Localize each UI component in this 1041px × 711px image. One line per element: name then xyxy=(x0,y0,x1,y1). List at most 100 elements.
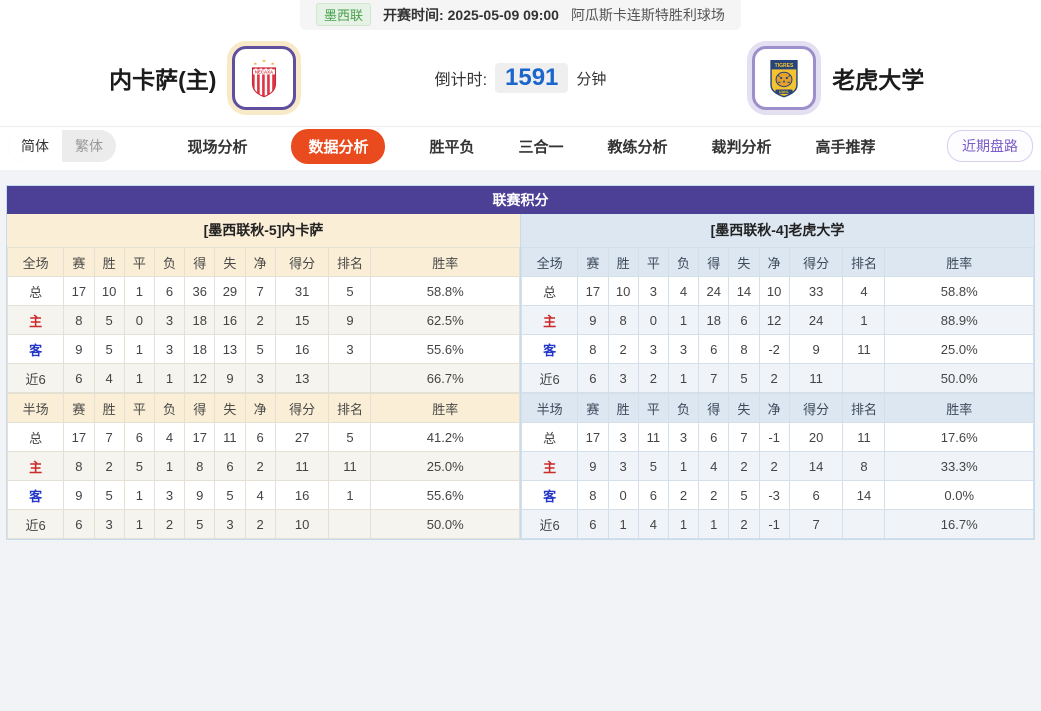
column-header-row: 全场赛胜平负得失净得分排名胜率 xyxy=(8,248,520,277)
stat-cell: 8 xyxy=(185,452,215,481)
countdown: 倒计时: 1591 分钟 xyxy=(406,63,636,93)
recent-odds-button[interactable]: 近期盘路 xyxy=(947,130,1033,162)
stat-cell: 7 xyxy=(789,510,843,539)
stat-cell: 0 xyxy=(124,306,154,335)
column-label: 负 xyxy=(154,394,184,423)
stat-cell: 18 xyxy=(185,306,215,335)
stat-cell: 11 xyxy=(843,335,885,364)
scope-label: 全场 xyxy=(522,248,578,277)
column-label: 排名 xyxy=(329,394,371,423)
stat-cell: 6 xyxy=(215,452,245,481)
stat-cell: 4 xyxy=(843,277,885,306)
tab-现场分析[interactable]: 现场分析 xyxy=(187,136,247,157)
tab-高手推荐[interactable]: 高手推荐 xyxy=(816,136,876,157)
stat-cell: 11 xyxy=(215,423,245,452)
stat-cell: 4 xyxy=(154,423,184,452)
column-label: 得分 xyxy=(789,248,843,277)
stat-cell: 16.7% xyxy=(885,510,1034,539)
tab-裁判分析[interactable]: 裁判分析 xyxy=(712,136,772,157)
stat-cell: 5 xyxy=(729,364,759,393)
stat-cell: 2 xyxy=(245,306,275,335)
row-label: 近6 xyxy=(522,510,578,539)
stat-cell: 10 xyxy=(608,277,638,306)
stat-cell: 18 xyxy=(185,335,215,364)
stat-cell: 6 xyxy=(578,364,608,393)
stat-cell: 1 xyxy=(668,452,698,481)
tab-三合一[interactable]: 三合一 xyxy=(518,136,563,157)
lang-traditional[interactable]: 繁体 xyxy=(62,130,116,162)
stat-cell: 1 xyxy=(329,481,371,510)
stat-cell: 6 xyxy=(789,481,843,510)
stat-cell: 3 xyxy=(668,335,698,364)
column-label: 排名 xyxy=(843,248,885,277)
stat-cell: 5 xyxy=(185,510,215,539)
stat-cell: 20 xyxy=(789,423,843,452)
kickoff-label: 开赛时间: xyxy=(383,7,444,23)
stat-cell: 1 xyxy=(154,364,184,393)
stat-cell: 2 xyxy=(245,510,275,539)
stat-cell: 2 xyxy=(668,481,698,510)
tab-胜平负[interactable]: 胜平负 xyxy=(429,136,474,157)
home-team-badge-icon: NECAXA xyxy=(232,46,296,110)
home-team-name: 内卡萨(主) xyxy=(109,61,216,95)
stat-cell: 6 xyxy=(245,423,275,452)
column-label: 负 xyxy=(668,394,698,423)
language-toggle[interactable]: 简体 繁体 xyxy=(8,130,116,162)
stat-cell: 9 xyxy=(329,306,371,335)
stat-cell: 58.8% xyxy=(885,277,1034,306)
stat-cell: 5 xyxy=(215,481,245,510)
column-label: 平 xyxy=(638,394,668,423)
stat-cell: 0.0% xyxy=(885,481,1034,510)
column-label: 平 xyxy=(638,248,668,277)
stat-cell: 3 xyxy=(215,510,245,539)
stat-cell: 1 xyxy=(699,510,729,539)
stat-cell: 16 xyxy=(275,335,329,364)
stat-cell: 6 xyxy=(124,423,154,452)
column-label: 净 xyxy=(245,248,275,277)
stat-cell: 3 xyxy=(668,423,698,452)
venue-name: 阿瓜斯卡连斯特胜利球场 xyxy=(571,5,725,25)
tab-数据分析[interactable]: 数据分析 xyxy=(291,129,385,164)
stat-cell: 27 xyxy=(275,423,329,452)
stat-cell: 29 xyxy=(215,277,245,306)
standings-title: 联赛积分 xyxy=(7,186,1034,214)
stat-cell: -1 xyxy=(759,510,789,539)
column-label: 胜率 xyxy=(371,248,520,277)
stat-cell: 1 xyxy=(154,452,184,481)
stat-cell: 3 xyxy=(608,452,638,481)
stat-cell: 5 xyxy=(245,335,275,364)
lang-simplified[interactable]: 简体 xyxy=(8,130,62,162)
column-label: 胜 xyxy=(608,394,638,423)
column-label: 排名 xyxy=(329,248,371,277)
stat-cell: 2 xyxy=(608,335,638,364)
stat-cell: -1 xyxy=(759,423,789,452)
stat-cell: 9 xyxy=(64,335,94,364)
stat-cell: 11 xyxy=(638,423,668,452)
top-strip: 墨西联 开赛时间: 2025-05-09 09:00 阿瓜斯卡连斯特胜利球场 xyxy=(0,0,1041,30)
stat-cell: 3 xyxy=(154,335,184,364)
stat-cell: 13 xyxy=(275,364,329,393)
stat-cell: 8 xyxy=(843,452,885,481)
scope-label: 半场 xyxy=(522,394,578,423)
stat-cell: 2 xyxy=(729,452,759,481)
stat-cell: 5 xyxy=(729,481,759,510)
stat-cell: 8 xyxy=(64,306,94,335)
stat-cell: 8 xyxy=(578,481,608,510)
stat-cell: 6 xyxy=(699,335,729,364)
stat-cell: 18 xyxy=(699,306,729,335)
stat-cell: 12 xyxy=(759,306,789,335)
row-label: 总 xyxy=(522,423,578,452)
column-label: 赛 xyxy=(578,394,608,423)
away-team-badge-icon: TIGRES UANL xyxy=(752,46,816,110)
stat-cell: 2 xyxy=(245,452,275,481)
stat-cell: 9 xyxy=(215,364,245,393)
tab-教练分析[interactable]: 教练分析 xyxy=(608,136,668,157)
